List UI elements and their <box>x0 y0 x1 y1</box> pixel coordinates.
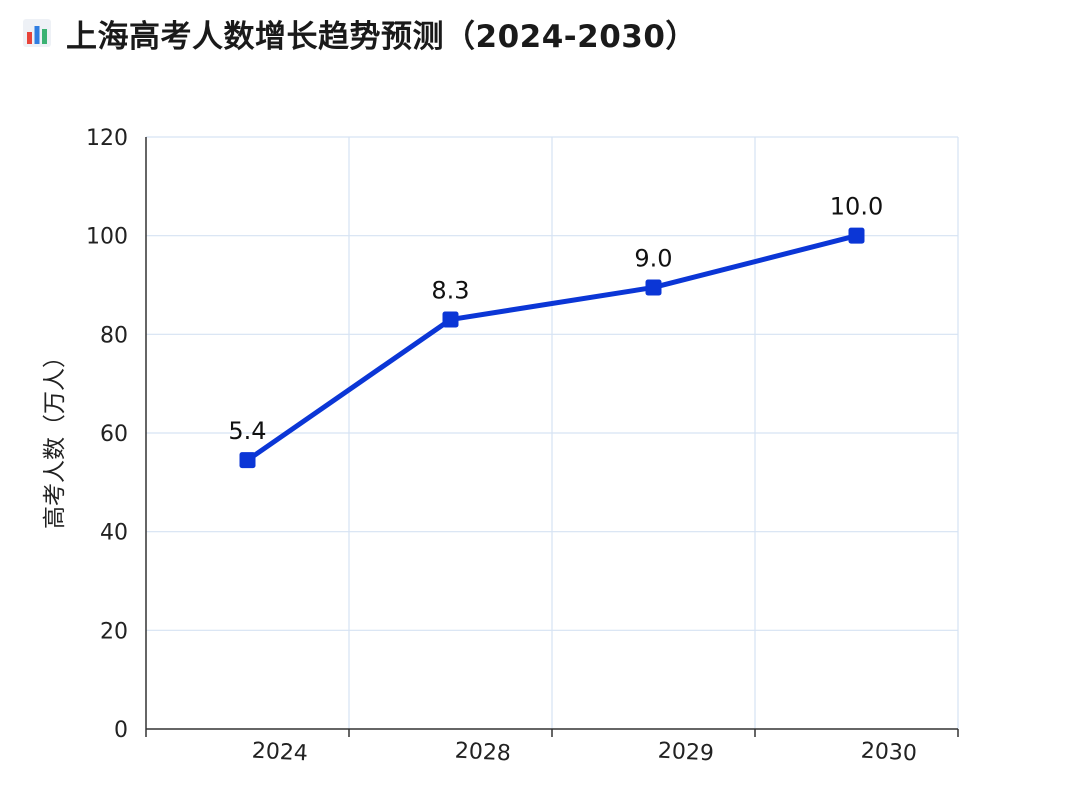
series-line <box>245 233 859 463</box>
x-tick-label: 2028 <box>454 739 511 767</box>
data-point <box>239 452 256 469</box>
y-tick-label: 100 <box>86 225 128 250</box>
data-point <box>442 311 459 328</box>
y-tick-label: 120 <box>86 126 128 151</box>
series-layer <box>239 227 865 469</box>
y-tick-label: 40 <box>100 521 128 546</box>
grid-layer <box>146 136 959 729</box>
x-tick-label: 2030 <box>860 739 917 767</box>
x-tick-label: 2029 <box>657 739 714 767</box>
data-point <box>645 279 662 296</box>
label-layer: 0 20 40 60 80 100 120 2024 2028 2029 2030 高考人数（万人） 5… <box>42 126 917 766</box>
data-label: 5.4 <box>228 417 266 445</box>
y-tick-label: 60 <box>100 422 128 447</box>
data-label: 10.0 <box>830 193 883 221</box>
data-label: 8.3 <box>431 277 469 305</box>
y-tick-label: 0 <box>114 718 128 743</box>
axis-layer <box>145 137 959 737</box>
x-tick-label: 2024 <box>251 739 308 767</box>
bar-chart-icon <box>23 19 51 47</box>
y-axis-title: 高考人数（万人） <box>42 345 68 529</box>
data-point <box>848 227 865 244</box>
page-title: 上海高考人数增长趋势预测（2024-2030） <box>66 18 697 55</box>
y-tick-label: 20 <box>100 619 128 644</box>
title-row: 上海高考人数增长趋势预测（2024-2030） <box>22 10 697 56</box>
data-label: 9.0 <box>634 244 672 272</box>
y-tick-label: 80 <box>100 323 128 348</box>
